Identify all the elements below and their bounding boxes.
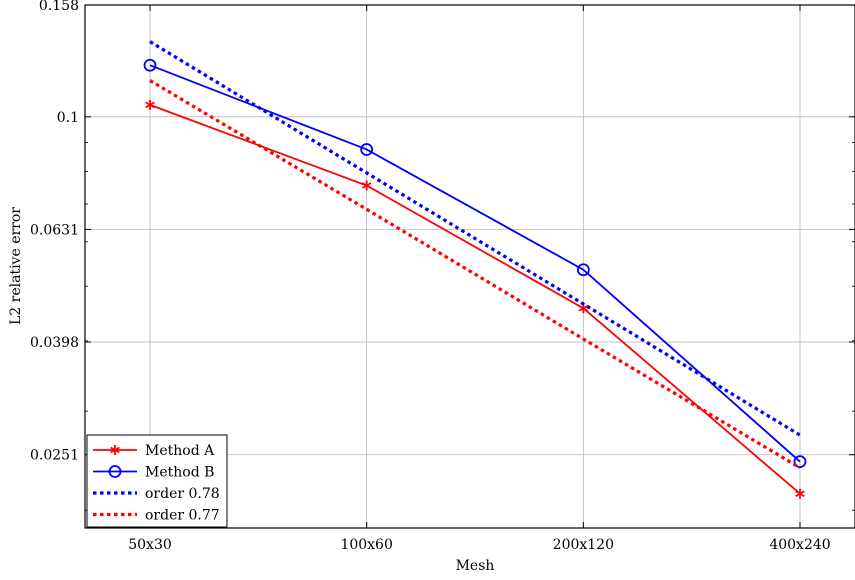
- legend-label: order 0.77: [145, 508, 220, 524]
- marker-stroke: [578, 304, 589, 312]
- data-point: [576, 263, 590, 277]
- data-point: [145, 99, 155, 110]
- x-tick-label: 50x30: [128, 537, 172, 553]
- y-tick-label: 0.0251: [30, 448, 79, 464]
- marker-stroke: [145, 101, 155, 109]
- legend-item: Method A: [93, 443, 215, 459]
- x-axis-ticks: 50x30 100x60 200x120 400x240: [128, 5, 831, 553]
- series-group: [143, 40, 807, 499]
- legend-label: Method A: [145, 443, 215, 459]
- series-line: [149, 64, 801, 463]
- y-tick-label: 0.0631: [30, 222, 79, 238]
- marker-stroke: [110, 446, 120, 454]
- legend-item: order 0.78: [93, 486, 220, 502]
- data-point: [360, 143, 374, 156]
- y-tick-label: 0.1: [57, 110, 79, 126]
- x-tick-label: 400x240: [769, 537, 830, 553]
- y-tick-label: 0.158: [39, 0, 79, 14]
- data-point: [361, 180, 372, 191]
- series-line: [149, 40, 801, 437]
- data-point: [795, 488, 805, 499]
- y-tick-label: 0.0398: [30, 335, 79, 351]
- legend-marker: [108, 465, 122, 478]
- marker-stroke: [361, 182, 372, 189]
- x-axis-label: Mesh: [456, 558, 495, 574]
- plot-frame: [84, 4, 855, 529]
- y-axis-ticks: 0.158 0.1 0.0631 0.0398 0.0251: [30, 0, 855, 511]
- series-line: [149, 104, 801, 495]
- marker-stroke: [795, 490, 805, 497]
- x-tick-label: 200x120: [553, 537, 614, 553]
- series-order-0-78: [149, 40, 801, 437]
- legend-label: order 0.78: [145, 486, 220, 502]
- legend-label: Method B: [145, 465, 214, 481]
- x-tick-label: 100x60: [340, 537, 392, 553]
- legend-marker: [110, 445, 120, 455]
- y-axis-label: L2 relative error: [8, 207, 24, 325]
- legend-item: Method B: [93, 465, 214, 481]
- legend-item: order 0.77: [93, 508, 220, 524]
- series-line: [149, 79, 801, 470]
- series-method-b: [143, 58, 807, 469]
- legend: Method A Method B order 0.78 order 0.77: [86, 434, 228, 528]
- series-order-0-77: [149, 79, 801, 470]
- series-method-a: [145, 99, 805, 499]
- data-point: [143, 58, 157, 72]
